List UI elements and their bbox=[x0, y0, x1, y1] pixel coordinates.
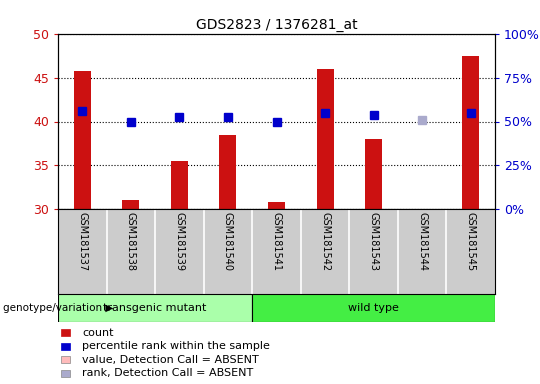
Text: GSM181538: GSM181538 bbox=[126, 212, 136, 271]
Text: GSM181544: GSM181544 bbox=[417, 212, 427, 271]
Bar bbox=[58, 294, 252, 322]
Bar bbox=[268, 202, 285, 209]
Text: GSM181541: GSM181541 bbox=[272, 212, 281, 271]
Bar bbox=[462, 56, 479, 209]
Text: GSM181542: GSM181542 bbox=[320, 212, 330, 271]
Text: wild type: wild type bbox=[348, 303, 399, 313]
Text: GSM181543: GSM181543 bbox=[369, 212, 379, 271]
Text: GSM181537: GSM181537 bbox=[77, 212, 87, 271]
Text: percentile rank within the sample: percentile rank within the sample bbox=[82, 341, 270, 351]
Text: GSM181539: GSM181539 bbox=[174, 212, 184, 271]
Bar bbox=[316, 69, 334, 209]
Bar bbox=[74, 71, 91, 209]
Text: value, Detection Call = ABSENT: value, Detection Call = ABSENT bbox=[82, 355, 259, 365]
Bar bbox=[123, 200, 139, 209]
Bar bbox=[365, 139, 382, 209]
Text: genotype/variation ▶: genotype/variation ▶ bbox=[3, 303, 113, 313]
Text: transgenic mutant: transgenic mutant bbox=[104, 303, 207, 313]
Text: rank, Detection Call = ABSENT: rank, Detection Call = ABSENT bbox=[82, 368, 254, 378]
Text: GSM181545: GSM181545 bbox=[465, 212, 476, 271]
Text: count: count bbox=[82, 328, 114, 338]
Text: GSM181540: GSM181540 bbox=[223, 212, 233, 271]
Bar bbox=[171, 161, 188, 209]
Bar bbox=[252, 294, 495, 322]
Title: GDS2823 / 1376281_at: GDS2823 / 1376281_at bbox=[195, 18, 357, 31]
Bar bbox=[219, 135, 237, 209]
